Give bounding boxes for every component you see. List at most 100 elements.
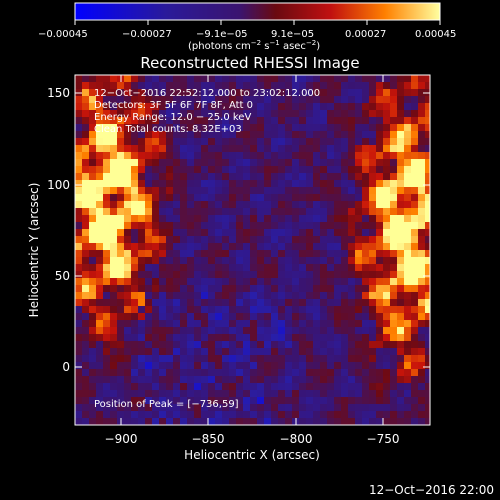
image-pixel — [411, 257, 418, 264]
image-pixel — [348, 152, 355, 159]
image-pixel — [103, 376, 110, 383]
image-pixel — [236, 229, 243, 236]
image-pixel — [292, 285, 299, 292]
image-pixel — [173, 75, 180, 82]
image-pixel — [236, 166, 243, 173]
image-pixel — [89, 159, 96, 166]
image-pixel — [173, 131, 180, 138]
image-pixel — [166, 355, 173, 362]
image-pixel — [145, 103, 152, 110]
image-pixel — [131, 166, 138, 173]
image-pixel — [124, 397, 131, 404]
image-pixel — [215, 411, 222, 418]
image-pixel — [411, 292, 418, 299]
image-pixel — [362, 96, 369, 103]
image-pixel — [418, 103, 425, 110]
image-pixel — [425, 201, 430, 208]
image-pixel — [264, 138, 271, 145]
image-pixel — [292, 159, 299, 166]
image-pixel — [194, 131, 201, 138]
image-pixel — [180, 194, 187, 201]
image-pixel — [222, 418, 229, 425]
image-pixel — [327, 103, 334, 110]
image-pixel — [215, 208, 222, 215]
image-pixel — [103, 271, 110, 278]
image-pixel — [131, 313, 138, 320]
image-pixel — [362, 418, 369, 425]
image-pixel — [327, 327, 334, 334]
image-pixel — [418, 411, 425, 418]
image-pixel — [264, 215, 271, 222]
y-tick-label-4: 0 — [62, 360, 70, 374]
image-pixel — [285, 229, 292, 236]
image-pixel — [320, 110, 327, 117]
image-pixel — [257, 96, 264, 103]
image-pixel — [166, 194, 173, 201]
image-pixel — [411, 299, 418, 306]
image-pixel — [194, 320, 201, 327]
image-pixel — [369, 145, 376, 152]
image-pixel — [166, 173, 173, 180]
image-pixel — [159, 369, 166, 376]
image-pixel — [243, 418, 250, 425]
image-pixel — [75, 376, 82, 383]
image-pixel — [306, 418, 313, 425]
image-pixel — [173, 82, 180, 89]
image-pixel — [278, 215, 285, 222]
image-pixel — [173, 236, 180, 243]
image-pixel — [215, 264, 222, 271]
image-pixel — [159, 89, 166, 96]
image-pixel — [264, 313, 271, 320]
image-pixel — [187, 82, 194, 89]
image-pixel — [320, 159, 327, 166]
image-pixel — [208, 82, 215, 89]
image-pixel — [334, 383, 341, 390]
image-pixel — [215, 397, 222, 404]
image-pixel — [194, 187, 201, 194]
image-pixel — [411, 138, 418, 145]
image-pixel — [166, 271, 173, 278]
image-pixel — [82, 75, 89, 82]
image-pixel — [369, 194, 376, 201]
image-pixel — [383, 362, 390, 369]
image-pixel — [355, 194, 362, 201]
image-pixel — [82, 383, 89, 390]
colorbar-unit-label: (photons cm−2 s−1 asec−2) — [188, 39, 320, 52]
image-pixel — [229, 110, 236, 117]
image-pixel — [124, 341, 131, 348]
image-pixel — [250, 96, 257, 103]
image-pixel — [124, 138, 131, 145]
image-pixel — [215, 173, 222, 180]
x-axis-label: Heliocentric X (arcsec) — [184, 448, 320, 462]
image-pixel — [285, 159, 292, 166]
image-pixel — [208, 201, 215, 208]
image-pixel — [320, 313, 327, 320]
image-pixel — [271, 390, 278, 397]
image-pixel — [320, 82, 327, 89]
image-pixel — [201, 348, 208, 355]
image-pixel — [194, 236, 201, 243]
image-pixel — [292, 292, 299, 299]
image-pixel — [257, 166, 264, 173]
image-pixel — [341, 215, 348, 222]
image-pixel — [96, 306, 103, 313]
image-pixel — [110, 145, 117, 152]
image-pixel — [348, 215, 355, 222]
image-pixel — [131, 264, 138, 271]
image-pixel — [145, 138, 152, 145]
image-pixel — [411, 320, 418, 327]
image-pixel — [194, 173, 201, 180]
image-pixel — [222, 257, 229, 264]
image-pixel — [341, 138, 348, 145]
image-pixel — [166, 215, 173, 222]
image-pixel — [138, 124, 145, 131]
image-pixel — [187, 299, 194, 306]
image-pixel — [299, 117, 306, 124]
image-pixel — [201, 166, 208, 173]
image-pixel — [180, 278, 187, 285]
image-pixel — [201, 355, 208, 362]
image-pixel — [411, 89, 418, 96]
image-pixel — [243, 103, 250, 110]
image-pixel — [159, 285, 166, 292]
image-pixel — [320, 103, 327, 110]
